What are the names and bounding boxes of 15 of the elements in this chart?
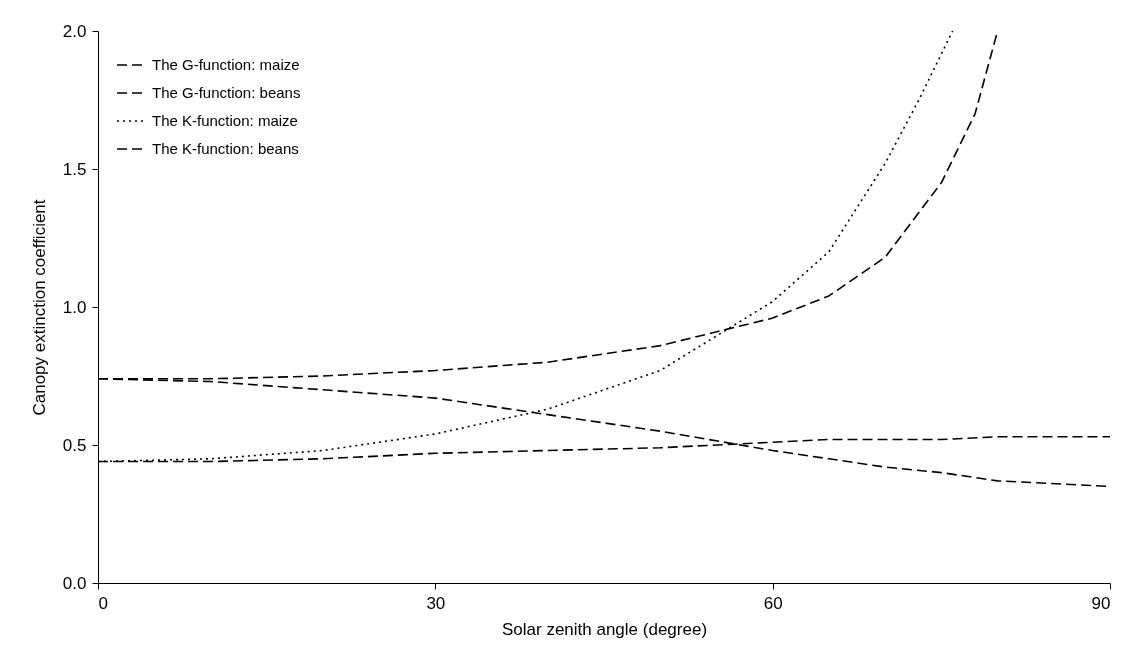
y-tick-label: 0.0	[62, 573, 87, 593]
legend-label: The G-function: maize	[152, 56, 300, 73]
legend-label: The K-function: beans	[152, 140, 299, 157]
legend-label: The K-function: maize	[152, 112, 298, 129]
x-tick-label: 90	[1091, 593, 1111, 613]
x-tick-label: 30	[426, 593, 446, 613]
y-axis-title: Canopy extinction coefficient	[29, 199, 49, 416]
x-tick-label: 0	[98, 593, 108, 613]
y-tick-label: 2.0	[62, 21, 87, 41]
legend-label: The G-function: beans	[152, 84, 301, 101]
x-tick-label: 60	[763, 593, 783, 613]
x-axis-title: Solar zenith angle (degree)	[501, 619, 708, 639]
y-tick-label: 1.5	[62, 159, 87, 179]
y-tick-label: 0.5	[62, 435, 87, 455]
y-tick-label: 1.0	[62, 297, 87, 317]
